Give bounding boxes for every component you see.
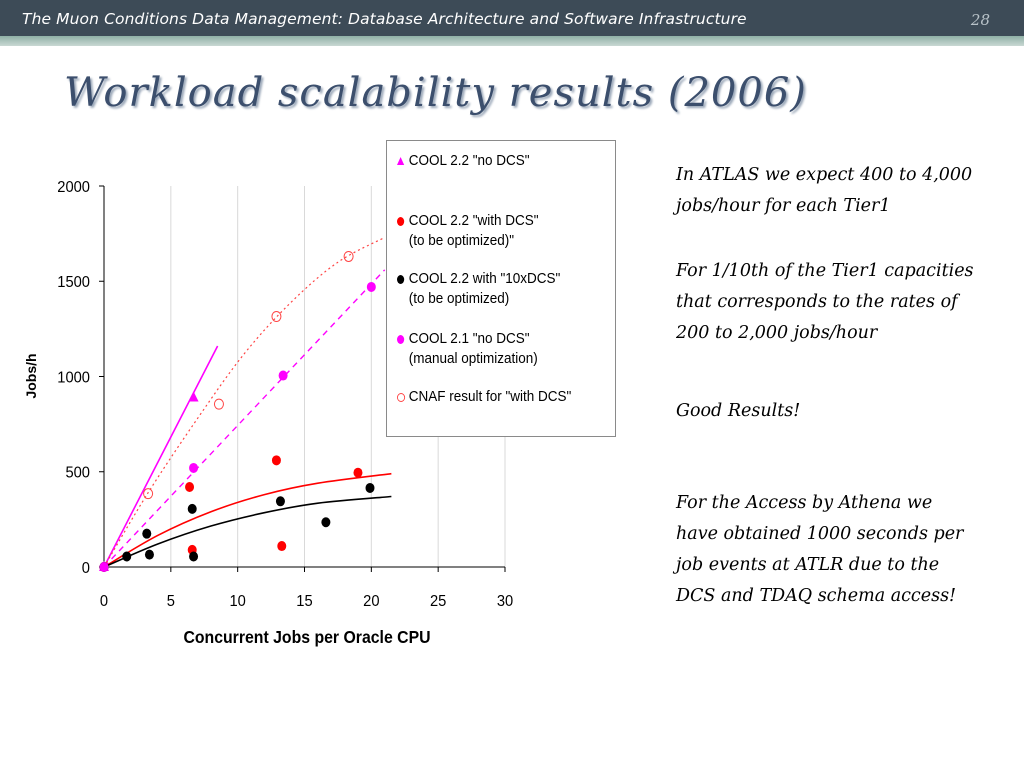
legend-label-line: (to be optimized)"	[408, 232, 515, 249]
x-tick-label: 20	[363, 592, 379, 610]
note-paragraph: In ATLAS we expect 400 to 4,000 jobs/hou…	[676, 165, 973, 216]
y-tick-label: 2000	[57, 178, 90, 196]
trend-line	[103, 269, 386, 568]
legend-item: COOL 2.1 "no DCS" (manual optimization)	[397, 329, 538, 369]
x-tick-label: 5	[167, 592, 175, 610]
legend-label: CNAF result for "with DCS"	[409, 387, 572, 407]
chart-legend: COOL 2.2 "no DCS" COOL 2.2 "with DCS" (to …	[386, 140, 616, 437]
legend-label-line: COOL 2.2 "with DCS"	[408, 212, 539, 229]
legend-item: COOL 2.2 "with DCS" (to be optimized)"	[397, 211, 539, 251]
legend-label: COOL 2.2 with "10xDCS" (to be optimized)	[409, 269, 561, 309]
x-tick-label: 10	[229, 592, 245, 610]
legend-marker	[397, 329, 409, 369]
note-paragraph: Good Results!	[676, 401, 801, 421]
data-point	[213, 398, 224, 410]
data-point	[185, 481, 195, 492]
header-bar	[0, 0, 1024, 36]
y-tick-label: 1000	[57, 369, 90, 387]
slide-number: 28	[970, 11, 990, 29]
data-point	[353, 467, 363, 478]
slide-title: Workload scalability results (2006)	[64, 70, 807, 116]
legend-label: COOL 2.2 "no DCS"	[409, 151, 530, 171]
legend-marker	[397, 211, 409, 251]
legend-marker	[397, 387, 409, 407]
legend-marker-shape	[397, 275, 405, 284]
legend-marker	[397, 151, 409, 171]
trend-line	[103, 472, 392, 568]
data-point	[277, 541, 287, 552]
x-axis-label: Concurrent Jobs per Oracle CPU	[183, 627, 430, 647]
data-point	[99, 562, 109, 572]
data-point	[142, 528, 152, 539]
y-tick-label: 0	[82, 559, 90, 577]
data-point	[366, 281, 376, 292]
note-paragraph: For 1/10th of the Tier1 capacities that …	[676, 261, 974, 343]
y-tick-label: 500	[65, 464, 90, 482]
data-point	[144, 549, 154, 560]
legend-item: COOL 2.2 "no DCS"	[397, 151, 530, 171]
legend-marker-shape	[397, 393, 406, 402]
data-point	[189, 462, 199, 473]
trend-line	[103, 495, 392, 568]
legend-label-line: COOL 2.2 with "10xDCS"	[408, 270, 561, 287]
legend-marker-shape	[397, 157, 405, 165]
legend-label-line: COOL 2.1 "no DCS"	[408, 330, 530, 347]
legend-marker	[397, 269, 409, 309]
header-accent-stripe	[0, 36, 1024, 46]
x-tick-label: 25	[430, 592, 446, 610]
data-point	[122, 551, 132, 562]
data-point	[275, 496, 285, 507]
data-point	[189, 551, 199, 562]
trend-line	[103, 236, 385, 568]
x-tick-label: 15	[296, 592, 312, 610]
y-tick-label: 1500	[57, 274, 90, 292]
data-point	[271, 310, 282, 322]
legend-item: COOL 2.2 with "10xDCS" (to be optimized)	[397, 269, 560, 309]
data-point	[187, 503, 197, 514]
y-axis-label: Jobs/h	[23, 353, 39, 398]
data-point	[143, 488, 154, 500]
legend-marker-shape	[397, 217, 405, 226]
data-point	[271, 455, 281, 466]
legend-label-line: COOL 2.2 "no DCS"	[408, 152, 530, 169]
data-point	[343, 250, 354, 262]
data-point	[278, 370, 288, 381]
data-point	[321, 517, 331, 528]
data-point	[188, 391, 199, 402]
legend-marker-shape	[397, 335, 405, 344]
legend-label-line: CNAF result for "with DCS"	[408, 388, 572, 405]
x-tick-label: 30	[497, 592, 513, 610]
legend-label: COOL 2.2 "with DCS" (to be optimized)"	[409, 211, 539, 251]
legend-item: CNAF result for "with DCS"	[397, 387, 571, 407]
trend-line	[103, 345, 219, 568]
x-tick-label: 0	[100, 592, 108, 610]
legend-label-line: (to be optimized)	[408, 290, 510, 307]
note-paragraph: For the Access by Athena we have obtaine…	[676, 493, 964, 606]
data-point	[365, 482, 375, 493]
legend-label-line: (manual optimization)	[408, 350, 538, 367]
legend-label: COOL 2.1 "no DCS" (manual optimization)	[409, 329, 538, 369]
presentation-title: The Muon Conditions Data Management: Dat…	[22, 10, 747, 28]
